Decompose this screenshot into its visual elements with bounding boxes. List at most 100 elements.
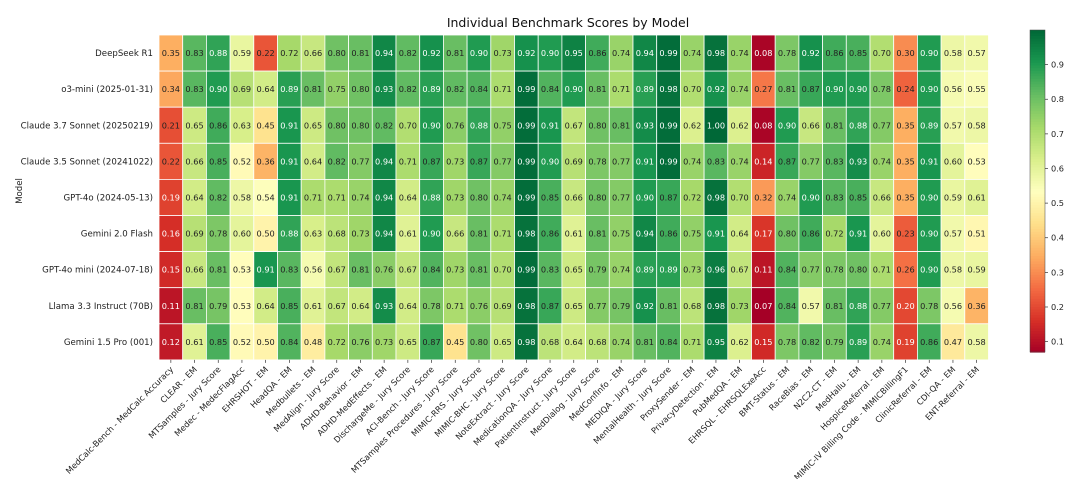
colorbar-segment <box>1030 35 1045 39</box>
cell-value-label: 0.82 <box>375 120 393 130</box>
cell-value-label: 0.89 <box>636 84 654 94</box>
cell-value-label: 0.88 <box>470 120 488 130</box>
cell-value-label: 0.14 <box>754 156 772 166</box>
cell-value-label: 0.86 <box>588 48 606 58</box>
colorbar: 0.1 0.2 0.3 0.4 0.5 0.6 0.7 0.8 0.9 <box>1029 29 1064 353</box>
colorbar-segment <box>1030 118 1045 122</box>
cell-value-label: 0.80 <box>778 229 796 239</box>
cell-value-label: 0.73 <box>446 192 464 202</box>
colorbar-segment <box>1030 325 1045 329</box>
colorbar-segment <box>1030 298 1045 302</box>
cell-value-label: 0.99 <box>517 156 535 166</box>
colorbar-segment <box>1030 150 1045 155</box>
cell-value-label: 0.87 <box>659 192 677 202</box>
cell-value-label: 0.81 <box>470 229 488 239</box>
colorbar-segment <box>1030 102 1045 106</box>
cell-value-label: 0.70 <box>873 48 891 58</box>
cell-value-label: 0.87 <box>422 156 440 166</box>
cell-value-label: 0.77 <box>612 156 630 166</box>
cell-value-label: 0.11 <box>754 265 772 275</box>
cell-value-label: 0.77 <box>612 192 630 202</box>
colorbar-segment <box>1030 207 1045 211</box>
cell-value-label: 0.87 <box>470 156 488 166</box>
colorbar-segment <box>1030 338 1045 342</box>
cell-value-label: 0.65 <box>565 301 583 311</box>
cell-value-label: 0.84 <box>280 337 298 347</box>
colorbar-segment <box>1030 276 1045 281</box>
colorbar-segment <box>1030 97 1045 101</box>
colorbar-segment <box>1030 233 1045 238</box>
colorbar-segment <box>1030 247 1045 251</box>
cell-value-label: 0.71 <box>612 84 630 94</box>
colorbar-segment <box>1030 330 1045 334</box>
cell-value-label: 0.85 <box>209 337 227 347</box>
colorbar-segment <box>1030 193 1045 197</box>
cell-value-label: 0.87 <box>422 337 440 347</box>
cell-value-label: 0.85 <box>280 301 298 311</box>
cell-value-label: 0.99 <box>659 156 677 166</box>
cell-value-label: 0.73 <box>731 301 749 311</box>
colorbar-segment <box>1030 217 1045 222</box>
cell-value-label: 0.94 <box>375 156 393 166</box>
cell-value-label: 0.65 <box>399 337 417 347</box>
colorbar-segment <box>1030 38 1045 42</box>
cell-value-label: 0.21 <box>162 120 180 130</box>
cell-value-label: 0.70 <box>494 265 512 275</box>
cell-value-label: 0.78 <box>778 337 796 347</box>
cell-value-label: 0.68 <box>588 337 606 347</box>
cell-value-label: 0.94 <box>375 229 393 239</box>
cell-value-label: 0.82 <box>399 84 417 94</box>
colorbar-segment <box>1030 51 1045 55</box>
cell-value-label: 0.81 <box>185 301 203 311</box>
cell-value-label: 0.32 <box>754 192 772 202</box>
cell-value-label: 0.45 <box>446 337 464 347</box>
cell-value-label: 0.74 <box>731 156 749 166</box>
cell-value-label: 0.53 <box>968 156 986 166</box>
colorbar-segment <box>1030 78 1045 82</box>
cell-value-label: 0.71 <box>399 156 417 166</box>
colorbar-segment <box>1030 145 1045 149</box>
cell-value-label: 0.82 <box>328 156 346 166</box>
cell-value-label: 0.60 <box>233 229 251 239</box>
colorbar-segment <box>1030 107 1045 112</box>
cell-value-label: 0.86 <box>541 229 559 239</box>
colorbar-segment <box>1030 241 1045 246</box>
cell-value-label: 0.88 <box>422 192 440 202</box>
cell-value-label: 0.93 <box>636 120 654 130</box>
colorbar-segment <box>1030 62 1045 66</box>
colorbar-tick-label: 0.4 <box>1051 233 1064 243</box>
colorbar-segment <box>1030 199 1045 203</box>
cell-value-label: 0.96 <box>707 265 725 275</box>
chart-title: Individual Benchmark Scores by Model <box>447 15 689 30</box>
colorbar-tick-label: 0.3 <box>1051 267 1064 277</box>
colorbar-segment <box>1030 72 1045 77</box>
cell-value-label: 0.77 <box>873 301 891 311</box>
cell-value-label: 0.86 <box>920 337 938 347</box>
cell-value-label: 0.54 <box>257 192 275 202</box>
cell-value-label: 0.94 <box>636 48 654 58</box>
colorbar-segment <box>1030 80 1045 85</box>
colorbar-segment <box>1030 161 1045 165</box>
cell-value-label: 0.15 <box>162 265 180 275</box>
colorbar-segment <box>1030 115 1045 120</box>
cell-value-label: 0.19 <box>896 337 914 347</box>
cell-value-label: 0.59 <box>944 192 962 202</box>
colorbar-tick-label: 0.6 <box>1051 163 1064 173</box>
cell-value-label: 0.75 <box>683 229 701 239</box>
row-label: GPT-4o mini (2024-07-18) <box>42 266 153 276</box>
colorbar-tick-label: 0.2 <box>1051 302 1064 312</box>
cell-value-label: 0.58 <box>968 337 986 347</box>
cell-value-label: 0.67 <box>565 120 583 130</box>
cell-value-label: 0.65 <box>304 120 322 130</box>
cell-value-label: 0.89 <box>920 120 938 130</box>
colorbar-segment <box>1030 236 1045 240</box>
cell-value-label: 0.56 <box>944 84 962 94</box>
colorbar-segment <box>1030 169 1045 173</box>
cell-value-label: 0.74 <box>731 48 749 58</box>
cell-value-label: 0.84 <box>778 301 796 311</box>
colorbar-segment <box>1030 258 1045 262</box>
cell-value-label: 0.93 <box>375 84 393 94</box>
colorbar-segment <box>1030 99 1045 104</box>
colorbar-tick-label: 0.7 <box>1051 129 1064 139</box>
cell-value-label: 0.81 <box>304 84 322 94</box>
